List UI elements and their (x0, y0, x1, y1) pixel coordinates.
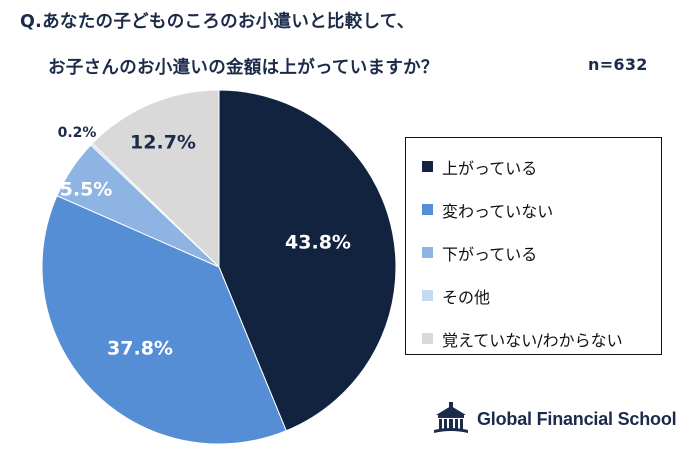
chart-legend: 上がっている 変わっていない 下がっている その他 覚えていない/わからない (405, 137, 662, 355)
slice-value-label: 0.2% (58, 125, 97, 141)
legend-item: その他 (422, 274, 661, 317)
legend-label: 変わっていない (442, 201, 554, 221)
logo-text: Global Financial School (477, 408, 677, 429)
legend-swatch (422, 290, 433, 301)
slice-value-label: 5.5% (60, 179, 113, 201)
legend-item: 下がっている (422, 231, 661, 274)
school-building-icon (434, 402, 468, 433)
legend-swatch (422, 204, 433, 215)
question-title-line2: お子さんのお小遣いの金額は上がっていますか？ (48, 58, 439, 78)
question-title-line1: Q.あなたの子どものころのお小遣いと比較して、 (20, 12, 415, 32)
legend-swatch (422, 333, 433, 344)
legend-item: 覚えていない/わからない (422, 317, 661, 360)
legend-swatch (422, 161, 433, 172)
slice-value-label: 43.8% (285, 232, 351, 254)
pie-slice (41, 195, 287, 445)
legend-label: 覚えていない/わからない (442, 330, 623, 350)
legend-item: 変わっていない (422, 188, 661, 231)
legend-item: 上がっている (422, 145, 661, 188)
brand-logo: Global Financial School (432, 402, 677, 436)
pie-slice (218, 89, 397, 432)
sample-size-label: n=632 (588, 55, 648, 74)
legend-swatch (422, 247, 433, 258)
slice-value-label: 37.8% (107, 338, 173, 360)
legend-label: その他 (442, 287, 491, 307)
legend-label: 下がっている (442, 244, 538, 264)
pie-slice (91, 89, 220, 269)
slice-value-label: 12.7% (130, 132, 196, 154)
legend-label: 上がっている (442, 158, 538, 178)
